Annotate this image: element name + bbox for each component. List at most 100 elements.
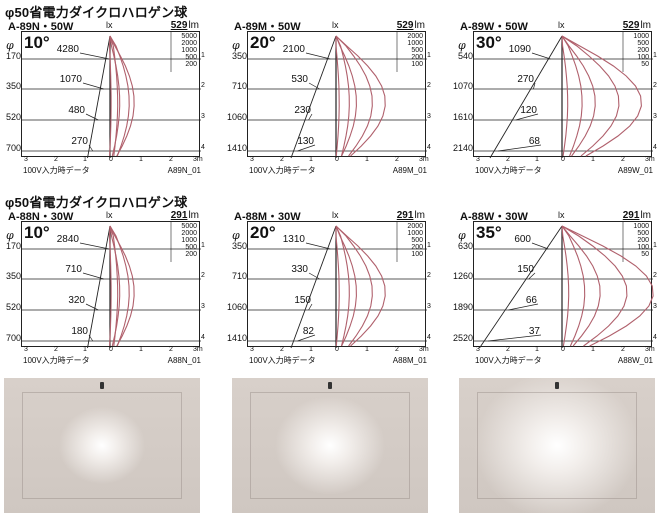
wall-frame	[477, 392, 637, 499]
lux-leader	[88, 334, 94, 342]
phi-symbol: φ	[232, 229, 240, 242]
illuminance-scale: 2000 1000 500 200 100	[407, 223, 423, 258]
row-index: 1	[653, 242, 657, 249]
lumen-value: 291lm	[171, 210, 199, 221]
chart-code: A88M_01	[392, 356, 427, 365]
lux-leader	[305, 52, 331, 60]
scale-value: 1000	[181, 237, 197, 244]
lux-value: 2100	[282, 44, 305, 55]
illuminance-curve	[109, 35, 119, 157]
beam-spread-plot	[22, 222, 201, 349]
light-fixture	[328, 382, 332, 389]
illuminance-curve	[109, 35, 121, 157]
x-axis-tick: 0	[561, 346, 565, 353]
row-index: 2	[653, 82, 657, 89]
x-axis-tick: 3m	[419, 156, 429, 163]
x-axis-tick: 1	[591, 346, 595, 353]
distance-label: 350	[5, 271, 21, 281]
scale-value: 200	[637, 47, 649, 54]
scale-value: 50	[641, 251, 649, 258]
illuminance-scale: 2000 1000 500 200 100	[407, 33, 423, 68]
x-axis-tick: 3m	[645, 156, 655, 163]
x-axis-tick: 3m	[193, 346, 203, 353]
narrow-beam-photo	[4, 378, 200, 513]
lumen-number: 291	[622, 210, 640, 221]
lux-leader	[531, 242, 549, 250]
lux-leader	[297, 144, 316, 152]
lux-unit-label: lx	[332, 20, 339, 30]
scale-value: 1000	[407, 230, 423, 237]
lumen-value: 529lm	[171, 20, 199, 31]
model-name: A-89W・50W	[460, 21, 528, 33]
x-axis-tick: 0	[335, 156, 339, 163]
illuminance-curve	[109, 225, 135, 347]
beam-chart: A-89M・50W φ 20° lx 529lm 2000 1000 500 200 100 350…	[227, 0, 431, 185]
x-axis-tick: 3	[476, 346, 480, 353]
distance-label: 2140	[452, 143, 473, 153]
chart-panel	[247, 221, 427, 349]
row-index: 3	[427, 303, 431, 310]
lux-leader	[88, 144, 94, 152]
x-axis-tick: 3m	[645, 346, 655, 353]
lux-value: 320	[68, 295, 85, 306]
lux-value: 150	[517, 264, 534, 275]
distance-label: 1410	[226, 143, 247, 153]
lux-leader	[82, 272, 104, 280]
distance-label: 710	[231, 81, 247, 91]
scale-value: 500	[185, 244, 197, 251]
x-axis-tick: 3m	[193, 156, 203, 163]
illuminance-scale: 1000 500 200 100 50	[633, 33, 649, 68]
scale-value: 100	[637, 54, 649, 61]
row-index: 2	[427, 82, 431, 89]
lumen-unit: lm	[414, 210, 425, 221]
input-condition-note: 100V入力時データ	[475, 356, 542, 365]
phi-symbol: φ	[458, 39, 466, 52]
lux-value: 120	[520, 105, 537, 116]
chart-panel	[21, 31, 201, 159]
section-title: φ50省電力ダイクロハロゲン球	[5, 195, 188, 210]
lux-leader	[82, 82, 104, 90]
illuminance-curve	[561, 35, 642, 157]
light-fixture	[100, 382, 104, 389]
row-index: 2	[201, 272, 205, 279]
lux-leader	[533, 82, 536, 90]
beam-chart: A-89W・50W φ 30° lx 529lm 1000 500 200 100 50 540 10…	[453, 0, 657, 185]
scale-value: 200	[185, 61, 197, 68]
lux-unit-label: lx	[558, 210, 565, 220]
lumen-value: 529lm	[623, 20, 651, 31]
x-axis-tick: 1	[365, 346, 369, 353]
row-index: 4	[427, 144, 431, 151]
scale-value: 100	[411, 61, 423, 68]
x-axis-tick: 1	[309, 346, 313, 353]
lumen-unit: lm	[640, 20, 651, 31]
lux-value: 150	[294, 295, 311, 306]
lux-value: 270	[517, 74, 534, 85]
beam-angle-label: 20°	[250, 33, 276, 52]
lux-leader	[308, 272, 320, 280]
x-axis-tick: 2	[395, 156, 399, 163]
row-index: 1	[653, 52, 657, 59]
phi-symbol: φ	[6, 229, 14, 242]
row-index: 1	[427, 242, 431, 249]
illuminance-curve	[335, 35, 386, 157]
illuminance-curve	[335, 225, 350, 347]
lux-leader	[79, 52, 110, 60]
scale-value: 1000	[633, 223, 649, 230]
lux-leader	[308, 113, 313, 121]
x-axis-tick: 3m	[419, 346, 429, 353]
input-condition-note: 100V入力時データ	[249, 356, 316, 365]
row-index: 1	[201, 242, 205, 249]
input-condition-note: 100V入力時データ	[23, 166, 90, 175]
model-name: A-88W・30W	[460, 211, 528, 223]
x-axis-tick: 3	[250, 156, 254, 163]
lux-leader	[85, 303, 99, 311]
x-axis-tick: 3	[24, 156, 28, 163]
distance-label: 350	[231, 241, 247, 251]
x-axis-tick: 1	[83, 346, 87, 353]
lux-value: 68	[528, 136, 540, 147]
lux-value: 2840	[56, 234, 79, 245]
lux-value: 230	[294, 105, 311, 116]
illuminance-curve	[108, 225, 112, 347]
lumen-unit: lm	[414, 20, 425, 31]
row-index: 3	[201, 113, 205, 120]
